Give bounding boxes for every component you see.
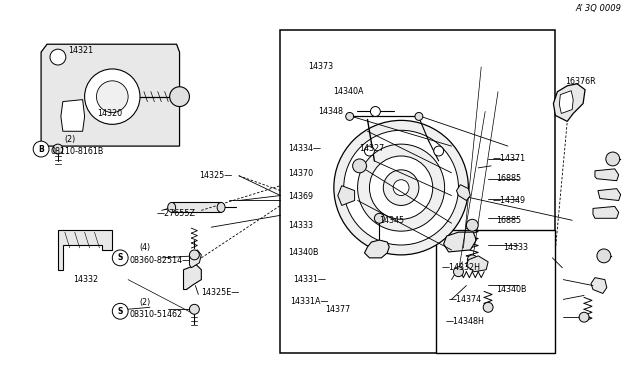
Text: 14331—: 14331—	[293, 275, 326, 284]
Text: 16885: 16885	[496, 174, 521, 183]
Text: A’ 3Q 0009: A’ 3Q 0009	[575, 4, 621, 13]
Ellipse shape	[168, 202, 175, 212]
Text: —27655Z: —27655Z	[157, 209, 196, 218]
Text: 14370: 14370	[289, 169, 314, 178]
Text: 14333: 14333	[289, 221, 314, 230]
Polygon shape	[189, 250, 202, 268]
Circle shape	[597, 249, 611, 263]
Circle shape	[365, 146, 374, 156]
Circle shape	[189, 304, 199, 314]
Text: (2): (2)	[139, 298, 150, 307]
Text: —14332H: —14332H	[442, 263, 481, 272]
Polygon shape	[61, 100, 84, 131]
Circle shape	[112, 250, 128, 266]
Polygon shape	[593, 206, 619, 218]
Text: (2): (2)	[65, 135, 76, 144]
Text: B: B	[38, 145, 44, 154]
Circle shape	[369, 156, 433, 219]
Text: 14345: 14345	[380, 216, 404, 225]
Polygon shape	[41, 44, 180, 146]
Text: 14331A—: 14331A—	[291, 297, 329, 306]
Text: 14334—: 14334—	[289, 144, 321, 153]
Text: 14332: 14332	[73, 275, 98, 284]
Polygon shape	[598, 189, 621, 201]
Bar	[436, 230, 556, 353]
Text: 16376R: 16376R	[565, 77, 596, 86]
Polygon shape	[444, 232, 476, 252]
Text: 14320: 14320	[97, 109, 123, 118]
Circle shape	[189, 250, 199, 260]
Circle shape	[467, 255, 477, 265]
Polygon shape	[467, 256, 488, 272]
Circle shape	[84, 69, 140, 124]
Text: 16885: 16885	[496, 216, 521, 225]
Circle shape	[393, 180, 409, 196]
Text: 14369: 14369	[289, 192, 314, 201]
Circle shape	[170, 87, 189, 106]
Text: 14377: 14377	[325, 305, 350, 314]
Text: —14371: —14371	[493, 154, 526, 163]
Polygon shape	[456, 185, 470, 201]
Polygon shape	[355, 146, 449, 156]
Circle shape	[97, 81, 128, 112]
Text: S: S	[118, 307, 123, 316]
Circle shape	[344, 130, 458, 245]
Text: 14325E—: 14325E—	[202, 288, 239, 297]
Circle shape	[371, 106, 380, 116]
Circle shape	[353, 159, 367, 173]
Text: 08310-51462: 08310-51462	[129, 310, 182, 319]
Polygon shape	[554, 84, 585, 121]
Circle shape	[334, 121, 468, 255]
Circle shape	[483, 302, 493, 312]
Circle shape	[358, 144, 445, 231]
Text: 14340B: 14340B	[289, 248, 319, 257]
Text: 14327: 14327	[360, 144, 385, 153]
Circle shape	[434, 146, 444, 156]
Polygon shape	[172, 202, 221, 212]
Circle shape	[53, 144, 63, 154]
Circle shape	[33, 141, 49, 157]
Polygon shape	[591, 278, 607, 294]
Circle shape	[606, 152, 620, 166]
Circle shape	[50, 49, 66, 65]
Polygon shape	[338, 186, 355, 205]
Ellipse shape	[217, 202, 225, 212]
Polygon shape	[58, 230, 112, 270]
Polygon shape	[559, 91, 573, 113]
Circle shape	[467, 219, 478, 231]
Text: 14373: 14373	[308, 62, 333, 71]
Text: (4): (4)	[139, 243, 150, 253]
Text: 08360-82514—: 08360-82514—	[129, 256, 190, 265]
Text: —14349: —14349	[493, 196, 526, 205]
Text: —14348H: —14348H	[445, 317, 484, 326]
Text: 14321: 14321	[68, 46, 93, 55]
Text: 14348: 14348	[318, 107, 343, 116]
Text: S: S	[118, 253, 123, 262]
Circle shape	[346, 112, 354, 121]
Circle shape	[374, 214, 384, 223]
Bar	[280, 31, 556, 353]
Text: 08110-8161B: 08110-8161B	[51, 147, 104, 155]
Circle shape	[415, 112, 423, 121]
Text: 14340A: 14340A	[333, 87, 364, 96]
Text: 14333: 14333	[503, 243, 528, 253]
Polygon shape	[184, 265, 202, 289]
Circle shape	[112, 303, 128, 319]
Circle shape	[383, 170, 419, 205]
Text: 14340B: 14340B	[496, 285, 527, 294]
Polygon shape	[595, 169, 619, 181]
Circle shape	[579, 312, 589, 322]
Text: —14374: —14374	[449, 295, 482, 304]
Text: 14325—: 14325—	[199, 171, 232, 180]
Polygon shape	[365, 240, 389, 258]
Circle shape	[454, 267, 463, 277]
